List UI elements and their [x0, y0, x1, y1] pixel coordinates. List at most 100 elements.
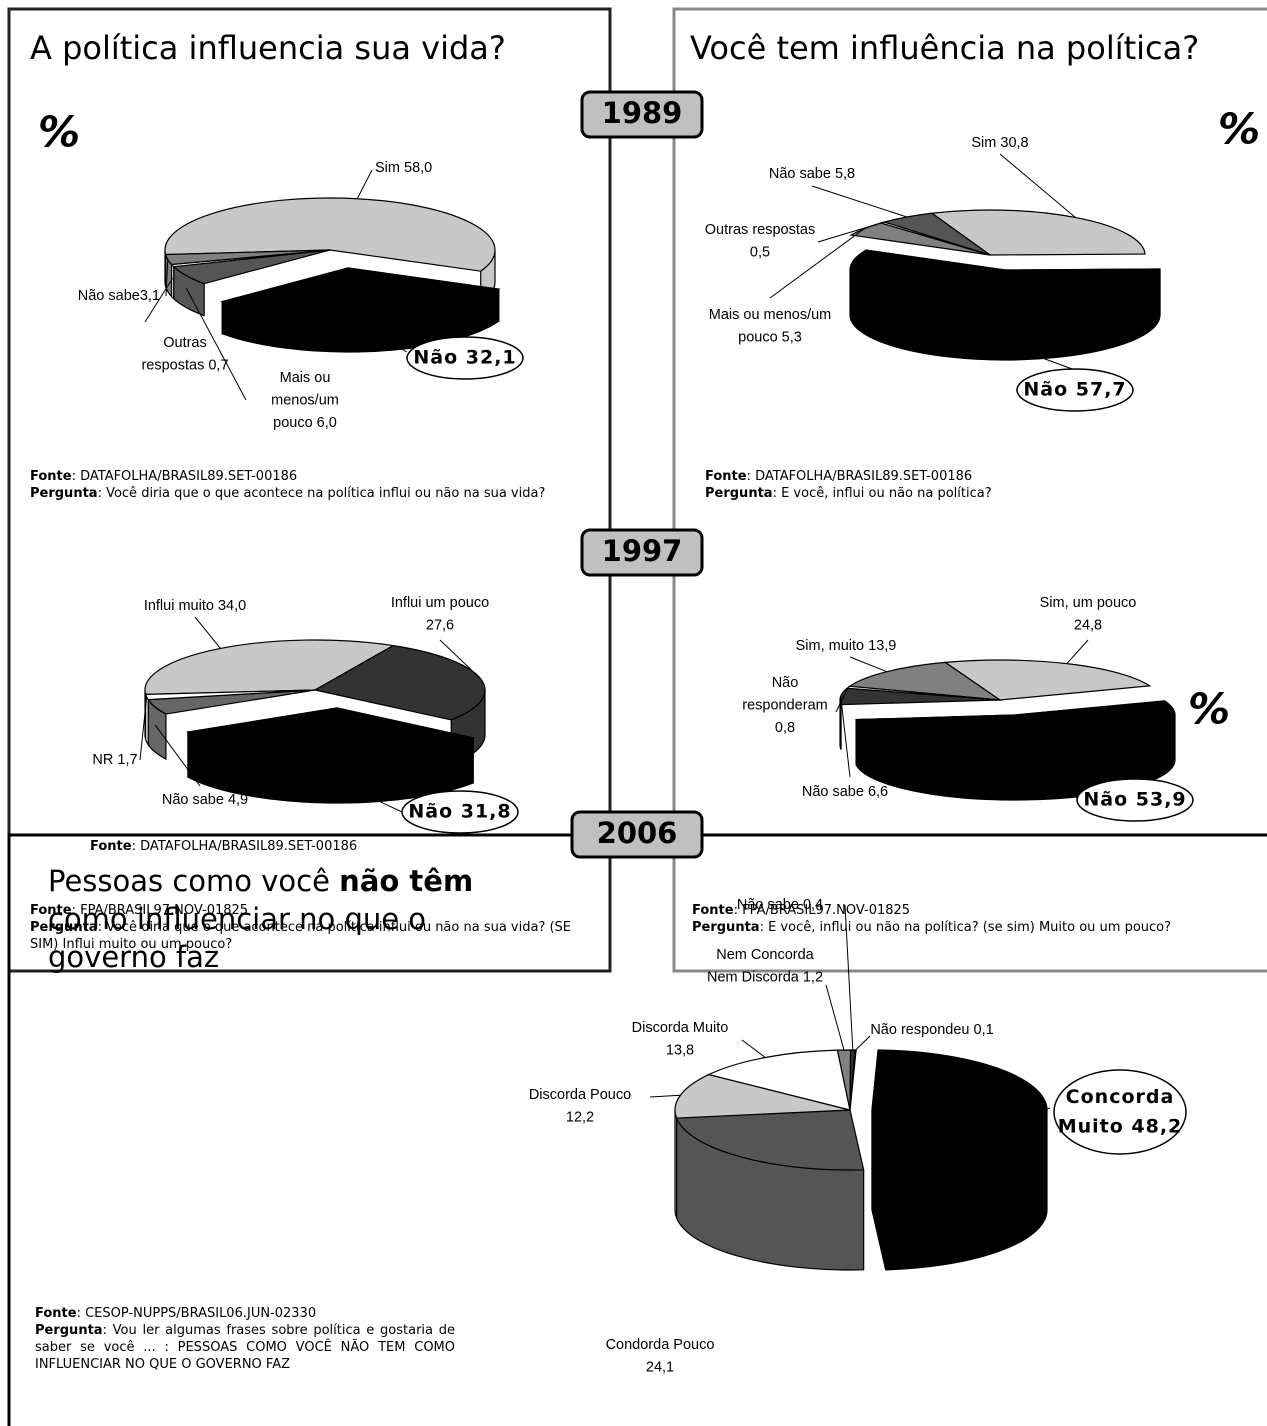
note-line: Fonte: FPA/BRASIL97.NOV-01825 — [30, 902, 590, 919]
leader-line — [999, 153, 1076, 218]
leader-line — [439, 639, 482, 680]
data-label: Mais ou menos/um pouco 6,0 — [271, 370, 339, 431]
note-line: Fonte: FPA/BRASIL97.NOV-01825 — [692, 902, 1262, 919]
note-text: : DATAFOLHA/BRASIL89.SET-00186 — [71, 469, 298, 484]
slice — [186, 707, 476, 759]
leader-line — [855, 1035, 871, 1051]
leader-line — [139, 696, 148, 761]
data-label: Outras respostas 0,5 — [705, 222, 815, 260]
pie-chart: Concorda Muito 48,2 Condorda Pouco 24,1 Disc… — [529, 897, 1187, 1375]
note-label: Fonte — [35, 1306, 77, 1321]
notes: Fonte: DATAFOLHA/BRASIL89.SET-00186 Pergu… — [30, 468, 590, 502]
note-label: Pergunta — [30, 486, 98, 501]
data-label: NR 1,7 — [92, 752, 137, 768]
title-part: como influenciar no que o governo faz — [48, 902, 427, 974]
data-label: Não 53,9 — [1083, 789, 1186, 811]
leader-line — [165, 259, 169, 297]
data-label: Sim, um pouco 24,8 — [1040, 595, 1137, 633]
notes: Fonte: FPA/BRASIL97.NOV-01825 Pergunta: E… — [692, 902, 1262, 936]
note-label: Pergunta — [30, 920, 98, 935]
note-line: Fonte: DATAFOLHA/BRASIL89.SET-00186 — [30, 468, 590, 485]
slice — [220, 267, 501, 321]
data-label: Discorda Pouco 12,2 — [529, 1087, 631, 1125]
note-text: : FPA/BRASIL97.NOV-01825 — [733, 903, 911, 918]
leader-line — [811, 185, 908, 218]
leader-line — [1052, 771, 1078, 799]
leader-line — [971, 331, 1076, 371]
note-label: Fonte — [705, 469, 747, 484]
note-text: : FPA/BRASIL97.NOV-01825 — [71, 903, 249, 918]
data-label: Influi muito 34,0 — [144, 598, 246, 614]
notes: Fonte: FPA/BRASIL97.NOV-01825 Pergunta: V… — [30, 902, 590, 953]
data-label: Nem Concorda Nem Discorda 1,2 — [707, 947, 823, 985]
data-label: Sim 58,0 — [375, 160, 432, 176]
leader-line — [741, 1039, 766, 1058]
note-line: Pergunta: Você diria que o que acontece … — [30, 919, 590, 953]
left-panel — [7, 7, 612, 973]
unit-label: % — [38, 108, 80, 157]
leader-line — [154, 724, 201, 787]
source-note: Fonte: DATAFOLHA/BRASIL89.SET-00186 — [90, 838, 357, 855]
note-text: : Vou ler algumas frases sobre política … — [35, 1323, 455, 1372]
slice-side — [674, 1109, 678, 1219]
slice-side — [839, 699, 842, 750]
year-box — [580, 90, 704, 139]
slice — [855, 700, 1176, 756]
data-label: Discorda Muito 13,8 — [632, 1020, 729, 1058]
note-label: Pergunta — [35, 1323, 103, 1338]
slice — [849, 249, 1161, 316]
year-label: 1997 — [602, 534, 683, 568]
note-line: Fonte: DATAFOLHA/BRASIL89.SET-00186 — [705, 468, 1260, 485]
title-part: Pessoas como você — [48, 864, 340, 898]
data-label: Não sabe 0,4 — [737, 897, 823, 913]
slice — [871, 1049, 1048, 1171]
note-line: Fonte: CESOP-NUPPS/BRASIL06.JUN-02330 — [35, 1305, 455, 1322]
slice — [674, 1073, 851, 1119]
year-tag: 1997 — [580, 528, 704, 577]
note-line: Pergunta: Vou ler algumas frases sobre p… — [35, 1322, 455, 1373]
note-label: Fonte — [90, 839, 132, 854]
year-tag: 2006 — [570, 810, 704, 859]
data-label: Influi um pouco 27,6 — [391, 595, 489, 633]
pie-chart: Influi muito 34,0 Influi um pouco 27,6 Não … — [92, 595, 519, 834]
slice — [164, 249, 331, 266]
note-line: Pergunta: E você, influi ou não na polít… — [705, 485, 1260, 502]
notes: Fonte: CESOP-NUPPS/BRASIL06.JUN-02330 Per… — [35, 1305, 455, 1373]
note-text: : DATAFOLHA/BRASIL89.SET-00186 — [746, 469, 973, 484]
year-label: 1989 — [602, 96, 683, 130]
slice — [847, 661, 1003, 701]
data-label: Mais ou menos/um pouco 5,3 — [709, 307, 832, 345]
data-label: Não sabe 5,8 — [769, 166, 855, 182]
label-ellipse — [406, 336, 524, 380]
leader-line — [817, 222, 883, 243]
data-label: Sim 30,8 — [971, 135, 1028, 151]
note-text: : CESOP-NUPPS/BRASIL06.JUN-02330 — [76, 1306, 317, 1321]
data-label: Não sabe3,1 — [78, 288, 160, 304]
unit-label: % — [1188, 685, 1230, 734]
leader-line — [185, 288, 247, 401]
note-label: Fonte — [30, 903, 72, 918]
note-text: : DATAFOLHA/BRASIL89.SET-00186 — [131, 839, 358, 854]
leader-line — [844, 904, 854, 1051]
data-label: Outras respostas 0,7 — [141, 335, 228, 373]
data-label: Não 32,1 — [413, 347, 516, 369]
leader-line — [769, 228, 865, 299]
leader-line — [144, 278, 174, 323]
panel-title: Você tem influência na política? — [690, 29, 1199, 67]
slice — [164, 197, 496, 272]
leader-line — [1066, 639, 1089, 664]
unit-label: % — [1218, 105, 1260, 154]
data-label: Não 31,8 — [408, 801, 511, 823]
slice — [845, 685, 1001, 701]
panel-title: A política influencia sua vida? — [30, 29, 506, 67]
pie-chart: Sim 30,8 Não 57,7 Mais ou menos/um pouco 5,… — [705, 135, 1161, 412]
note-label: Pergunta — [705, 486, 773, 501]
label-ellipse — [1016, 368, 1134, 412]
year-box — [570, 810, 704, 859]
year-tag: 1989 — [580, 90, 704, 139]
leader-line — [324, 775, 403, 813]
data-label: Não 57,7 — [1023, 379, 1126, 401]
year-label: 2006 — [597, 816, 678, 850]
